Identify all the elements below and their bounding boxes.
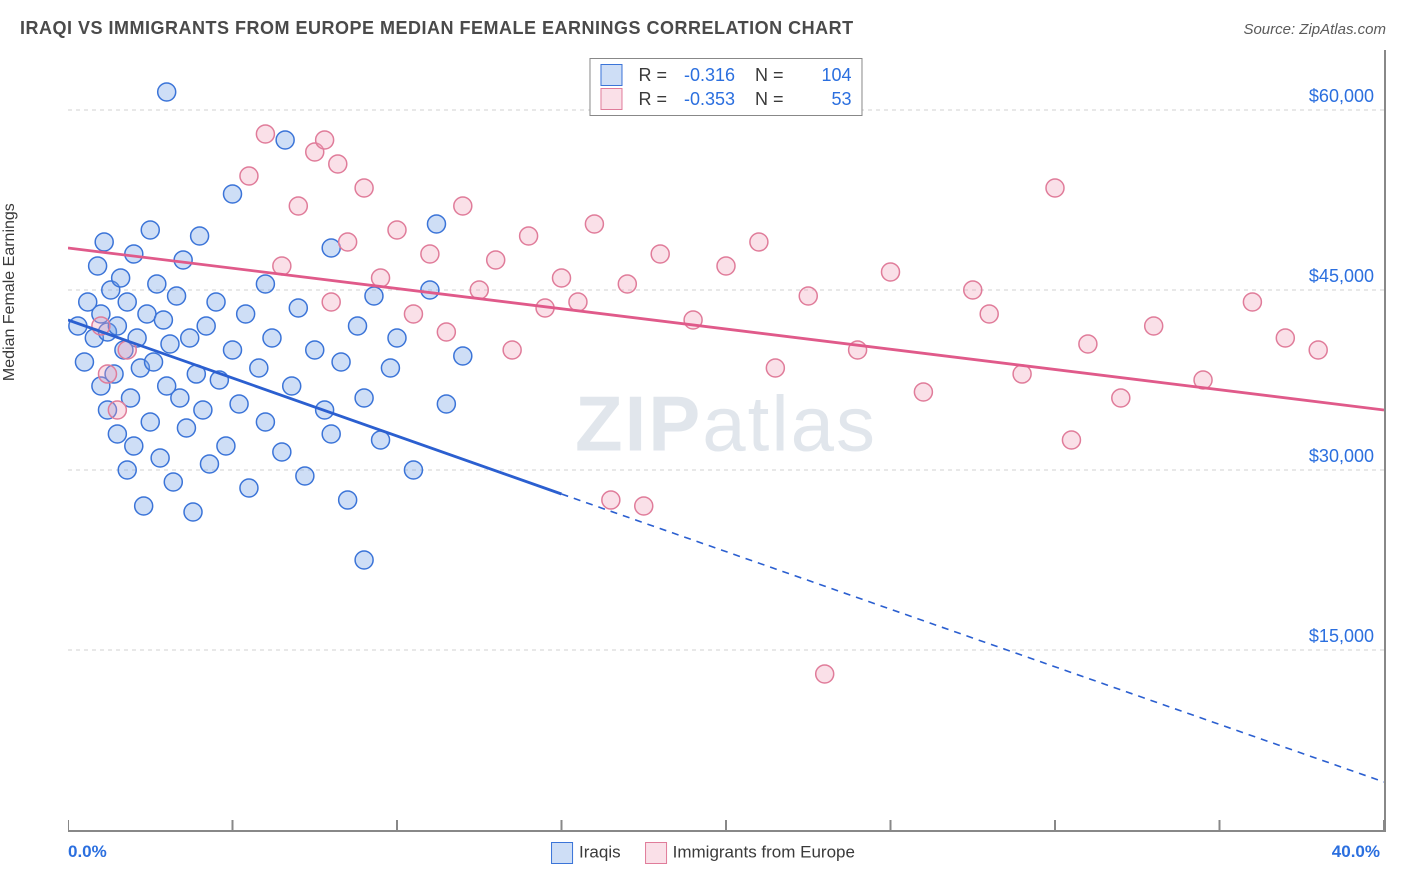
series-legend-item: Iraqis [551, 842, 621, 864]
plot-area: $15,000$30,000$45,000$60,000 ZIPatlas R … [68, 50, 1386, 832]
legend-r-value: -0.353 [677, 89, 735, 110]
source-attribution: Source: ZipAtlas.com [1243, 21, 1386, 38]
legend-r-label: R = [638, 65, 667, 86]
series-name: Immigrants from Europe [673, 842, 855, 861]
series-legend-item: Immigrants from Europe [645, 842, 855, 864]
legend-row: R = -0.353 N = 53 [600, 87, 851, 111]
legend-row: R = -0.316 N = 104 [600, 63, 851, 87]
legend-n-label: N = [755, 65, 784, 86]
legend-swatch [645, 842, 667, 864]
legend-r-label: R = [638, 89, 667, 110]
legend-swatch [600, 88, 622, 110]
chart-title: IRAQI VS IMMIGRANTS FROM EUROPE MEDIAN F… [20, 18, 854, 39]
legend-swatch [551, 842, 573, 864]
legend-swatch [600, 64, 622, 86]
x-axis-max-label: 40.0% [1332, 842, 1380, 862]
legend-n-label: N = [755, 89, 784, 110]
series-name: Iraqis [579, 842, 621, 861]
svg-text:$30,000: $30,000 [1309, 446, 1374, 466]
legend-n-value: 53 [794, 89, 852, 110]
chart-svg: $15,000 $30,000 $45,000 $60,000 [68, 50, 1384, 830]
chart-container: Median Female Earnings $15,000$30,000$45… [20, 50, 1386, 872]
legend-n-value: 104 [794, 65, 852, 86]
svg-text:$60,000: $60,000 [1309, 86, 1374, 106]
svg-text:$15,000: $15,000 [1309, 626, 1374, 646]
x-axis-min-label: 0.0% [68, 842, 107, 862]
y-axis-label: Median Female Earnings [1, 203, 19, 381]
svg-text:$45,000: $45,000 [1309, 266, 1374, 286]
series-legend: Iraqis Immigrants from Europe [551, 842, 855, 864]
legend-r-value: -0.316 [677, 65, 735, 86]
correlation-legend: R = -0.316 N = 104 R = -0.353 N = 53 [589, 58, 862, 116]
